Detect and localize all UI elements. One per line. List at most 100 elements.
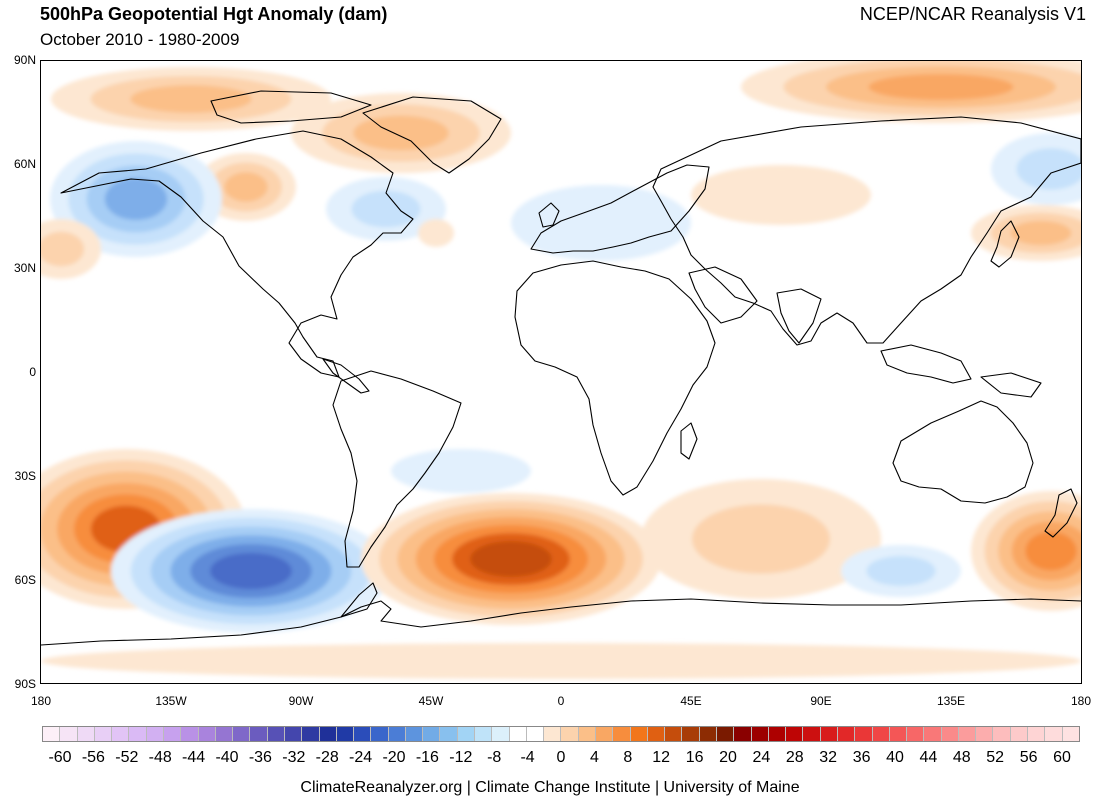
lat-label-60n: 60N — [13, 157, 36, 171]
legend-swatch — [146, 727, 164, 741]
legend-swatch — [440, 727, 458, 741]
legend-tick-label: 16 — [685, 749, 704, 766]
contour-level — [1025, 531, 1077, 571]
legend-tick-label: 32 — [819, 749, 838, 766]
legend-swatch — [181, 727, 199, 741]
legend-tick-label: 28 — [785, 749, 804, 766]
legend-swatch — [405, 727, 424, 741]
legend-swatch — [267, 727, 285, 741]
legend-swatch — [163, 727, 182, 741]
legend-swatch — [475, 727, 493, 741]
lat-label-90n: 90N — [13, 53, 36, 67]
contour-level — [511, 185, 691, 261]
legend-swatch — [250, 727, 268, 741]
legend-swatch — [423, 727, 441, 741]
south-indian-positive-anomaly — [641, 479, 881, 599]
legend-swatch — [60, 727, 78, 741]
legend-swatch — [319, 727, 337, 741]
legend-swatch — [129, 727, 147, 741]
legend-swatch — [492, 727, 510, 741]
legend-tick-label: -32 — [282, 749, 306, 766]
contour-level — [866, 556, 936, 586]
legend-tick-label: 60 — [1053, 749, 1071, 766]
legend-swatch — [993, 727, 1011, 741]
legend-swatch — [665, 727, 683, 741]
anomaly-map — [40, 60, 1082, 684]
lon-label-0: 0 — [557, 694, 565, 708]
contour-level — [353, 115, 449, 151]
lat-label-60s: 60S — [14, 573, 36, 587]
contour-level — [351, 190, 421, 228]
legend-swatch — [77, 727, 95, 741]
arctic-positive-east-anomaly — [741, 61, 1081, 123]
legend-swatch — [336, 727, 355, 741]
lon-label-45e: 45E — [680, 694, 702, 708]
contour-level — [418, 219, 454, 247]
lat-label-90s: 90S — [14, 677, 36, 691]
legend-swatch — [976, 727, 994, 741]
lat-label-0: 0 — [29, 365, 36, 379]
color-legend-bar — [42, 726, 1080, 742]
legend-tick-label: -8 — [487, 749, 502, 766]
lat-label-30s: 30S — [14, 469, 36, 483]
contour-level — [41, 231, 84, 267]
legend-tick-label: -4 — [520, 749, 535, 766]
lon-label-180w: 180 — [30, 694, 52, 708]
legend-swatch — [526, 727, 545, 741]
contour-level — [1016, 148, 1081, 190]
legend-swatch — [924, 727, 942, 741]
map-subtitle: October 2010 - 1980-2009 — [40, 30, 240, 49]
legend-swatch — [958, 727, 977, 741]
legend-tick-label: 56 — [1019, 749, 1038, 766]
legend-swatch — [354, 727, 372, 741]
legend-swatch — [198, 727, 216, 741]
legend-tick-label: -44 — [182, 749, 206, 766]
legend-swatch — [388, 727, 406, 741]
japan-positive-anomaly — [971, 205, 1081, 261]
southern-indian-negative-anomaly — [841, 545, 961, 597]
legend-swatch — [872, 727, 890, 741]
north-pacific-negative-anomaly — [50, 141, 222, 257]
contour-level — [868, 73, 1014, 101]
legend-tick-label: -36 — [248, 749, 272, 766]
legend-tick-label: -12 — [449, 749, 473, 766]
legend-tick-label: -28 — [315, 749, 339, 766]
arctic-positive-west-anomaly — [51, 67, 331, 131]
legend-swatch — [215, 727, 234, 741]
legend-tick-label: 40 — [886, 749, 904, 766]
legend-swatch — [561, 727, 579, 741]
legend-tick-label: -24 — [349, 749, 373, 766]
legend-swatch — [284, 727, 303, 741]
legend-tick-label: -48 — [148, 749, 172, 766]
legend-tick-label: 36 — [852, 749, 871, 766]
asia-positive-anomaly — [691, 165, 871, 225]
contour-level — [104, 177, 168, 221]
lon-label-90w: 90W — [288, 694, 314, 708]
coastlines — [41, 90, 1081, 646]
legend-tick-label: 8 — [623, 749, 633, 766]
contour-level — [470, 541, 552, 577]
tasman-positive-anomaly — [971, 491, 1081, 611]
lon-label-135e: 135E — [936, 694, 966, 708]
legend-tick-label: -40 — [215, 749, 239, 766]
legend-tick-label: -16 — [415, 749, 439, 766]
legend-swatch — [716, 727, 735, 741]
legend-swatch — [233, 727, 251, 741]
lon-label-45w: 45W — [418, 694, 444, 708]
central-pacific-positive-anomaly — [41, 219, 101, 279]
mid-atlantic-positive-anomaly — [418, 219, 454, 247]
legend-swatch — [734, 727, 752, 741]
legend-tick-label: -20 — [382, 749, 406, 766]
legend-swatch — [630, 727, 648, 741]
legend-swatch — [544, 727, 562, 741]
footer-credits: ClimateReanalyzer.org | Climate Change I… — [300, 779, 800, 796]
legend-swatch — [596, 727, 614, 741]
legend-swatch — [94, 727, 113, 741]
legend-swatch — [699, 727, 717, 741]
color-legend-labels: -60 -56 -52 -48 -44 -40 -36 -32 -28 -24 -20 -16 -12-… — [42, 749, 1080, 769]
contour-level — [210, 552, 292, 590]
legend-tick-label: 48 — [952, 749, 971, 766]
contour-level — [692, 504, 830, 574]
legend-tick-label: 44 — [919, 749, 938, 766]
legend-swatch — [1028, 727, 1046, 741]
